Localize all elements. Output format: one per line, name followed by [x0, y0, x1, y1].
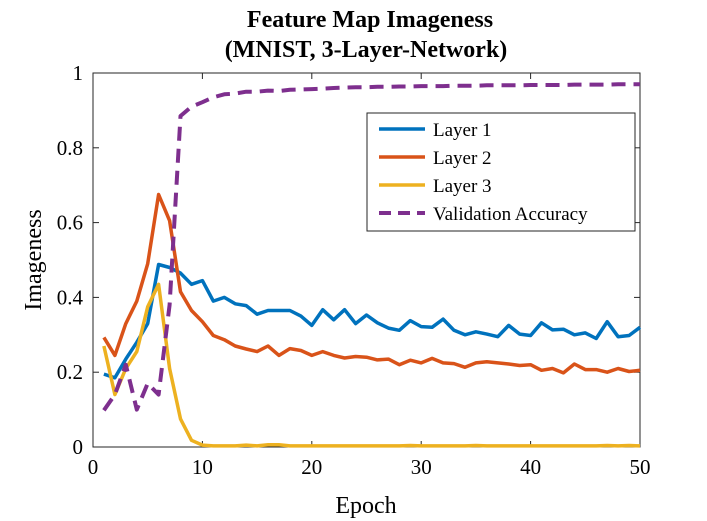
y-tick-label: 0.2: [57, 360, 83, 384]
series-line-layer-2: [102, 192, 641, 375]
legend-box: [366, 112, 636, 232]
chart-title: Feature Map Imageness: [247, 7, 493, 33]
axis-ticks: 0 10 20 30 40 50 0 0.2 0.4 0.6 0.8 1: [57, 61, 651, 479]
series-line-validation-accuracy: [102, 82, 640, 412]
x-tick-label: 30: [411, 455, 432, 479]
y-tick-label: 1: [73, 61, 84, 85]
x-tick-label: 50: [630, 455, 651, 479]
x-tick-label: 20: [301, 455, 322, 479]
y-tick-label: 0.8: [57, 136, 83, 160]
x-tick-label: 0: [88, 455, 99, 479]
legend-label: Layer 2: [433, 148, 492, 169]
series-lines: [102, 82, 642, 448]
legend-label: Layer 3: [433, 176, 492, 197]
x-tick-label: 10: [192, 455, 213, 479]
y-tick-label: 0: [73, 435, 84, 459]
x-axis-label: Epoch: [335, 493, 396, 519]
y-tick-label: 0.6: [57, 211, 83, 235]
x-tick-label: 40: [520, 455, 541, 479]
chart-subtitle: (MNIST, 3-Layer-Network): [225, 37, 508, 63]
series-line-layer-1: [103, 262, 642, 380]
series-line-layer-3: [102, 282, 641, 448]
legend-label: Layer 1: [433, 120, 492, 141]
legend-label: Validation Accuracy: [433, 204, 588, 225]
legend: Layer 1 Layer 2 Layer 3 Validation Accuracy: [366, 112, 636, 232]
y-tick-label: 0.4: [57, 285, 84, 309]
y-axis-label: Imageness: [21, 209, 47, 310]
